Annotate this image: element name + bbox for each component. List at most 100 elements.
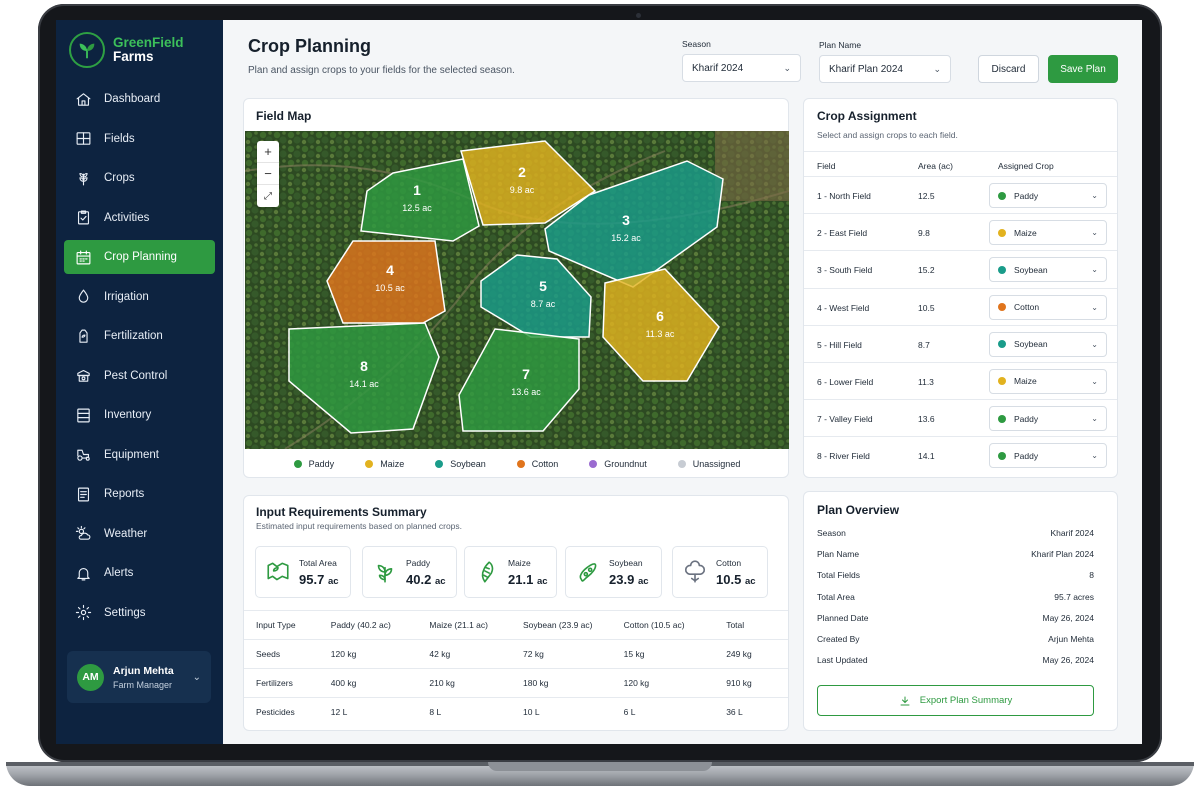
sidebar-item-equipment[interactable]: Equipment	[64, 438, 215, 472]
assigned-crop-value: Cotton	[1014, 302, 1040, 313]
chevron-down-icon: ⌄	[1091, 265, 1098, 275]
overview-value: May 26, 2024	[1042, 655, 1094, 666]
assigned-crop-select[interactable]: Paddy ⌄	[989, 443, 1107, 469]
field-polygon-3[interactable]	[544, 160, 724, 288]
overview-row: Plan Name Kharif Plan 2024	[817, 549, 1094, 559]
field-area-label: 11.3 ac	[646, 329, 675, 339]
sidebar-item-alerts[interactable]: Alerts	[64, 556, 215, 590]
field-map-svg: 1 12.5 ac 2 9.8 ac 3 15.2 ac 4 10.5 ac 5 8.7 ac 6 1…	[245, 131, 789, 449]
page-title: Crop Planning	[248, 36, 371, 56]
legend-label: Paddy	[308, 459, 335, 469]
sidebar-item-label: Crops	[104, 172, 135, 184]
discard-button[interactable]: Discard	[978, 55, 1039, 83]
legend-swatch	[516, 460, 525, 468]
table-cell: 72 kg	[523, 639, 624, 669]
assigned-crop-select[interactable]: Cotton ⌄	[989, 294, 1107, 320]
sidebar-item-settings[interactable]: Settings	[64, 596, 215, 630]
fullscreen-button[interactable]: ⤢	[264, 190, 272, 202]
field-name: 7 - Valley Field	[817, 414, 873, 425]
field-number-label: 2	[518, 164, 526, 180]
assigned-crop-select[interactable]: Soybean ⌄	[989, 331, 1107, 357]
crop-color-dot	[998, 414, 1006, 423]
overview-label: Total Fields	[817, 570, 860, 581]
table-row: 8 - River Field 14.1 Paddy ⌄	[804, 437, 1117, 474]
legend-swatch	[589, 460, 598, 468]
table-row: 7 - Valley Field 13.6 Paddy ⌄	[804, 400, 1117, 438]
field-area: 10.5	[918, 302, 935, 313]
reports-icon	[74, 485, 92, 503]
chevron-down-icon: ⌄	[783, 62, 791, 73]
assigned-crop-select[interactable]: Maize ⌄	[989, 368, 1107, 394]
table-cell: 210 kg	[429, 668, 523, 698]
assignment-table-header: Field Area (ac) Assigned Crop	[804, 151, 1117, 177]
legend-label: Soybean	[450, 459, 486, 469]
brand-name: GreenField	[113, 34, 184, 50]
sidebar-item-reports[interactable]: Reports	[64, 477, 215, 511]
stat-label: Paddy	[406, 557, 431, 568]
field-number-label: 1	[413, 182, 421, 198]
field-area: 9.8	[918, 228, 930, 239]
sidebar-item-inventory[interactable]: Inventory	[64, 398, 215, 432]
table-cell: 6 L	[623, 707, 636, 718]
field-polygon-2[interactable]	[460, 140, 597, 226]
export-plan-summary-button[interactable]: Export Plan Summary	[817, 685, 1094, 716]
sidebar-item-fields[interactable]: Fields	[64, 122, 215, 156]
crop-assignment-title: Crop Assignment	[817, 109, 917, 123]
crops-icon	[74, 169, 92, 187]
crop-color-dot	[998, 265, 1006, 274]
overview-row: Planned Date May 26, 2024	[817, 613, 1094, 623]
sidebar-nav: Dashboard Fields Crops Activities Crop P…	[64, 82, 215, 630]
chevron-down-icon: ⌄	[1091, 228, 1098, 238]
field-polygon-6[interactable]	[602, 268, 720, 382]
input-requirements-subtitle: Estimated input requirements based on pl…	[256, 521, 463, 531]
sidebar-item-dashboard[interactable]: Dashboard	[64, 82, 215, 116]
field-polygon-4[interactable]	[326, 240, 446, 324]
zoom-in-button[interactable]: +	[257, 141, 279, 163]
chevron-down-icon: ⌄	[933, 63, 941, 74]
overview-label: Season	[817, 528, 846, 538]
assigned-crop-select[interactable]: Maize ⌄	[989, 220, 1107, 246]
field-map[interactable]: 1 12.5 ac 2 9.8 ac 3 15.2 ac 4 10.5 ac 5 8.7 ac 6 1…	[245, 131, 789, 449]
sidebar-item-crop-planning[interactable]: Crop Planning	[64, 240, 215, 274]
sidebar-item-crops[interactable]: Crops	[64, 161, 215, 195]
assigned-crop-select[interactable]: Paddy ⌄	[989, 406, 1107, 432]
zoom-out-button[interactable]: −	[257, 163, 279, 185]
sidebar-item-label: Fields	[104, 132, 135, 145]
legend-item-cotton: Cotton	[516, 459, 558, 469]
table-cell: 8 L	[429, 707, 442, 718]
activities-icon	[74, 209, 92, 227]
sidebar-item-weather[interactable]: Weather	[64, 517, 215, 551]
sidebar-item-label: Equipment	[104, 448, 159, 461]
assigned-crop-value: Maize	[1014, 227, 1037, 238]
field-name: 8 - River Field	[817, 451, 870, 462]
sidebar-item-pest-control[interactable]: Pest Control	[64, 359, 215, 393]
legend-swatch	[677, 460, 686, 468]
table-header-cell: Input Type	[244, 610, 331, 640]
table-header-cell: Soybean (23.9 ac)	[523, 610, 624, 640]
stat-soybean: Soybean 23.9 ac	[565, 546, 662, 598]
table-row: 6 - Lower Field 11.3 Maize ⌄	[804, 363, 1117, 401]
user-profile-menu[interactable]: AM Arjun Mehta Farm Manager ⌄	[67, 651, 211, 703]
download-icon	[900, 696, 910, 705]
sidebar-item-irrigation[interactable]: Irrigation	[64, 280, 215, 314]
legend-item-maize: Maize	[365, 459, 404, 469]
assigned-crop-select[interactable]: Soybean ⌄	[989, 257, 1107, 283]
sidebar-item-activities[interactable]: Activities	[64, 201, 215, 235]
stat-cotton: Cotton 10.5 ac	[672, 546, 768, 598]
field-polygon-7[interactable]	[458, 328, 580, 432]
field-name: 2 - East Field	[817, 228, 868, 239]
brand[interactable]: GreenField Farms	[64, 32, 215, 82]
sidebar-item-fertilization[interactable]: Fertilization	[64, 319, 215, 353]
assigned-crop-select[interactable]: Paddy ⌄	[989, 183, 1107, 208]
season-select[interactable]: Kharif 2024 ⌄	[682, 54, 801, 82]
table-row: Seeds 120 kg 42 kg 72 kg 15 kg 249 kg	[244, 639, 788, 669]
plan-name-select[interactable]: Kharif Plan 2024 ⌄	[819, 55, 951, 83]
chevron-down-icon: ⌄	[192, 671, 201, 683]
save-plan-button[interactable]: Save Plan	[1048, 55, 1118, 83]
overview-row: Total Fields 8	[817, 570, 1094, 580]
assigned-crop-value: Soybean	[1014, 264, 1048, 275]
stat-maize: Maize 21.1 ac	[464, 546, 557, 598]
tractor-icon	[74, 446, 92, 464]
field-area-label: 10.5 ac	[375, 283, 405, 293]
field-polygon-8[interactable]	[288, 322, 440, 434]
